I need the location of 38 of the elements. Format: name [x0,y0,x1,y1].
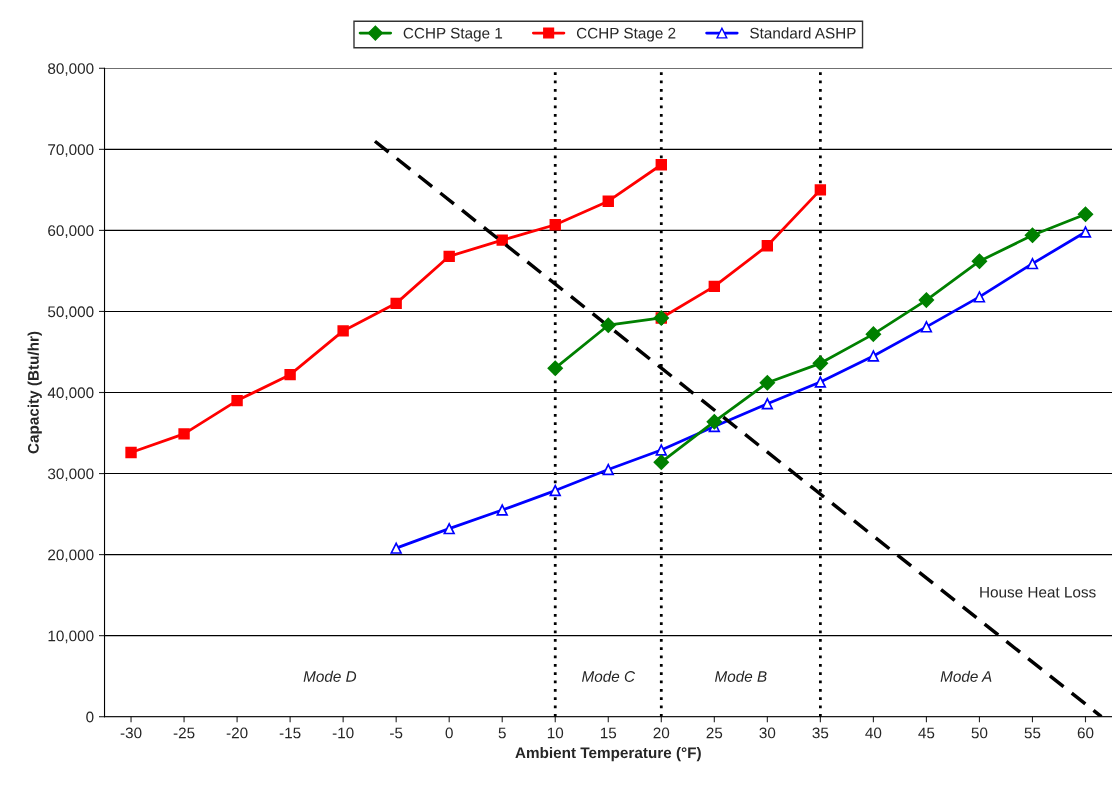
y-tick-label: 80,000 [48,63,94,76]
y-tick-label: 10,000 [48,630,94,644]
y-tick-label: 60,000 [48,225,94,238]
annotation: Mode A [940,670,992,682]
x-axis-title: Ambient Temperature (°F) [515,746,701,762]
annotation: Mode B [714,670,767,682]
x-tick-label: 60 [1077,727,1094,739]
y-tick-label: 50,000 [48,306,94,319]
y-tick-label: 70,000 [48,144,94,157]
y-tick-label: 20,000 [48,549,94,563]
x-tick-label: 35 [812,727,829,739]
y-axis-title: Capacity (Btu/hr) [27,331,42,454]
x-tick-label: 20 [653,727,670,739]
x-tick-label: 15 [600,727,617,739]
y-tick-label: 30,000 [47,468,94,482]
x-tick-label: -15 [279,727,301,739]
legend-label: CCHP Stage 1 [403,27,503,42]
x-tick-label: 10 [547,727,564,739]
legend-label: CCHP Stage 2 [576,27,676,42]
x-tick-label: -10 [332,727,354,739]
legend-label: Standard ASHP [750,27,856,39]
x-tick-label: 25 [706,727,723,739]
x-tick-label: 30 [759,727,776,739]
y-tick-label: 40,000 [47,387,94,400]
annotation: Mode C [581,670,636,682]
x-tick-label: 5 [498,727,506,739]
x-tick-label: -30 [120,727,142,739]
x-tick-label: 50 [971,727,988,739]
x-tick-label: 45 [918,727,935,739]
annotation: House Heat Loss [980,586,1096,598]
x-tick-label: -5 [390,727,403,739]
annotation: Mode D [303,670,357,682]
x-tick-label: -25 [173,727,195,739]
x-tick-label: 40 [865,727,882,739]
x-tick-label: 55 [1024,727,1041,739]
x-tick-label: -20 [226,727,248,739]
x-tick-label: 0 [445,727,453,739]
y-tick-label: 0 [86,711,94,723]
